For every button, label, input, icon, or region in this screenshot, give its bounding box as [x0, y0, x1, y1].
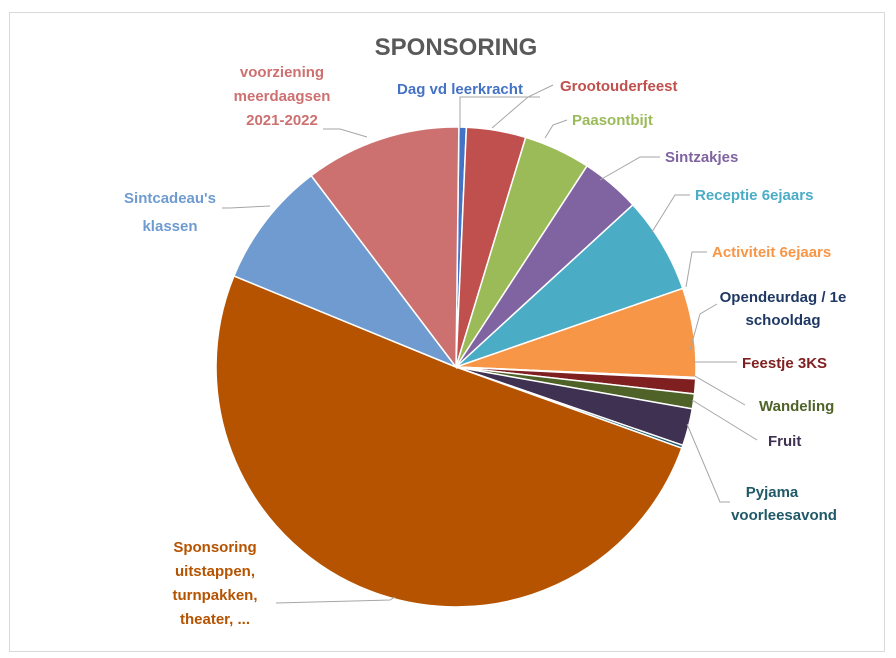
label-pyjama-line1: Pyjama — [746, 484, 799, 501]
label-sponsoring-line2: uitstappen, — [175, 563, 255, 580]
data-labels: Dag vd leerkracht Grootouderfeest Paason… — [124, 64, 846, 628]
label-pyjama-line2: voorleesavond — [731, 507, 837, 524]
label-sponsoring-line1: Sponsoring — [173, 539, 256, 556]
label-receptie-6ejaars: Receptie 6ejaars — [695, 187, 813, 204]
label-fruit: Fruit — [768, 433, 801, 450]
leader-groot — [491, 84, 554, 129]
leader-pyj — [686, 423, 730, 503]
chart-title: SPONSORING — [375, 34, 538, 61]
leader-wand — [692, 374, 746, 406]
pie-slice-12 — [215, 275, 683, 608]
leader-sinc — [222, 205, 271, 209]
label-voorziening-line1: voorziening — [240, 64, 324, 81]
leader-fruit — [691, 399, 758, 441]
pie-slice-13 — [232, 174, 459, 369]
leader-lines — [222, 84, 758, 604]
leader-voor — [323, 128, 368, 138]
leader-spon — [275, 596, 396, 604]
label-grootouderfeest: Grootouderfeest — [560, 78, 678, 95]
label-sintcadeau-line2: klassen — [142, 218, 197, 235]
label-sintcadeau-line1: Sintcadeau's — [124, 190, 216, 207]
label-wandeling: Wandeling — [759, 398, 834, 415]
label-voorziening-line2: meerdaagsen — [234, 88, 331, 105]
leader-dag — [459, 96, 540, 128]
leader-sintz — [599, 156, 660, 181]
label-sintzakjes: Sintzakjes — [665, 149, 738, 166]
leader-open — [689, 303, 718, 351]
pie-slices — [215, 126, 697, 608]
label-paasontbijt: Paasontbijt — [572, 112, 653, 129]
label-voorziening-line3: 2021-2022 — [246, 112, 318, 129]
leader-activ — [685, 251, 707, 288]
label-opendeurdag-line2: schooldag — [745, 312, 820, 329]
leader-paas — [544, 119, 568, 139]
label-sponsoring-line3: turnpakken, — [172, 587, 257, 604]
label-dag-vd-leerkracht: Dag vd leerkracht — [397, 81, 523, 98]
label-feestje-3ks: Feestje 3KS — [742, 355, 827, 372]
label-opendeurdag-line1: Opendeurdag / 1e — [720, 289, 847, 306]
leader-recep — [651, 194, 690, 233]
label-sponsoring-line4: theater, ... — [180, 611, 250, 628]
label-activiteit-6ejaars: Activiteit 6ejaars — [712, 244, 831, 261]
pie-slice-14 — [310, 126, 460, 370]
